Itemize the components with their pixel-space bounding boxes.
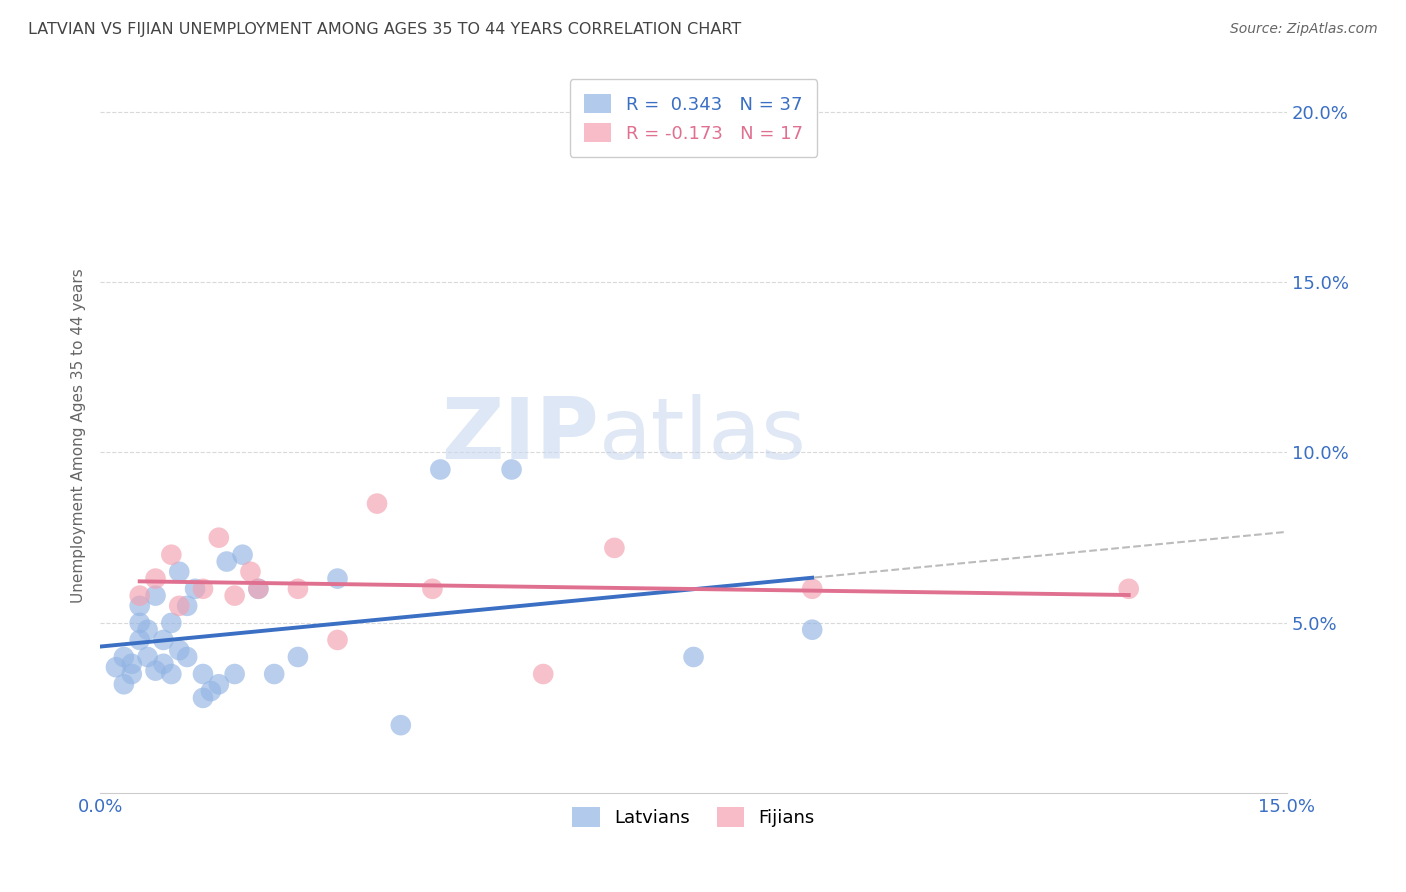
Point	[160, 615, 183, 630]
Text: atlas: atlas	[599, 394, 807, 477]
Point	[112, 650, 135, 665]
Point	[145, 589, 167, 603]
Point	[208, 531, 231, 545]
Point	[160, 548, 183, 562]
Y-axis label: Unemployment Among Ages 35 to 44 years: Unemployment Among Ages 35 to 44 years	[72, 268, 86, 603]
Point	[215, 555, 238, 569]
Point	[104, 660, 127, 674]
Point	[136, 623, 159, 637]
Point	[128, 615, 150, 630]
Point	[167, 643, 190, 657]
Point	[801, 582, 824, 596]
Point	[128, 632, 150, 647]
Point	[232, 548, 254, 562]
Text: ZIP: ZIP	[441, 394, 599, 477]
Point	[136, 650, 159, 665]
Point	[326, 572, 349, 586]
Point	[224, 589, 246, 603]
Point	[263, 667, 285, 681]
Point	[287, 650, 309, 665]
Point	[531, 667, 554, 681]
Legend: Latvians, Fijians: Latvians, Fijians	[565, 800, 823, 834]
Point	[287, 582, 309, 596]
Point	[422, 582, 444, 596]
Point	[191, 582, 214, 596]
Point	[128, 589, 150, 603]
Point	[682, 650, 704, 665]
Point	[167, 565, 190, 579]
Point	[200, 684, 222, 698]
Point	[501, 462, 523, 476]
Point	[112, 677, 135, 691]
Point	[1118, 582, 1140, 596]
Point	[152, 632, 174, 647]
Point	[224, 667, 246, 681]
Point	[176, 599, 198, 613]
Text: LATVIAN VS FIJIAN UNEMPLOYMENT AMONG AGES 35 TO 44 YEARS CORRELATION CHART: LATVIAN VS FIJIAN UNEMPLOYMENT AMONG AGE…	[28, 22, 741, 37]
Point	[145, 572, 167, 586]
Point	[128, 599, 150, 613]
Point	[121, 667, 143, 681]
Point	[247, 582, 270, 596]
Point	[208, 677, 231, 691]
Point	[184, 582, 207, 596]
Text: Source: ZipAtlas.com: Source: ZipAtlas.com	[1230, 22, 1378, 37]
Point	[145, 664, 167, 678]
Point	[152, 657, 174, 671]
Point	[167, 599, 190, 613]
Point	[160, 667, 183, 681]
Point	[389, 718, 412, 732]
Point	[429, 462, 451, 476]
Point	[121, 657, 143, 671]
Point	[366, 497, 388, 511]
Point	[247, 582, 270, 596]
Point	[603, 541, 626, 555]
Point	[191, 690, 214, 705]
Point	[191, 667, 214, 681]
Point	[239, 565, 262, 579]
Point	[176, 650, 198, 665]
Point	[326, 632, 349, 647]
Point	[801, 623, 824, 637]
